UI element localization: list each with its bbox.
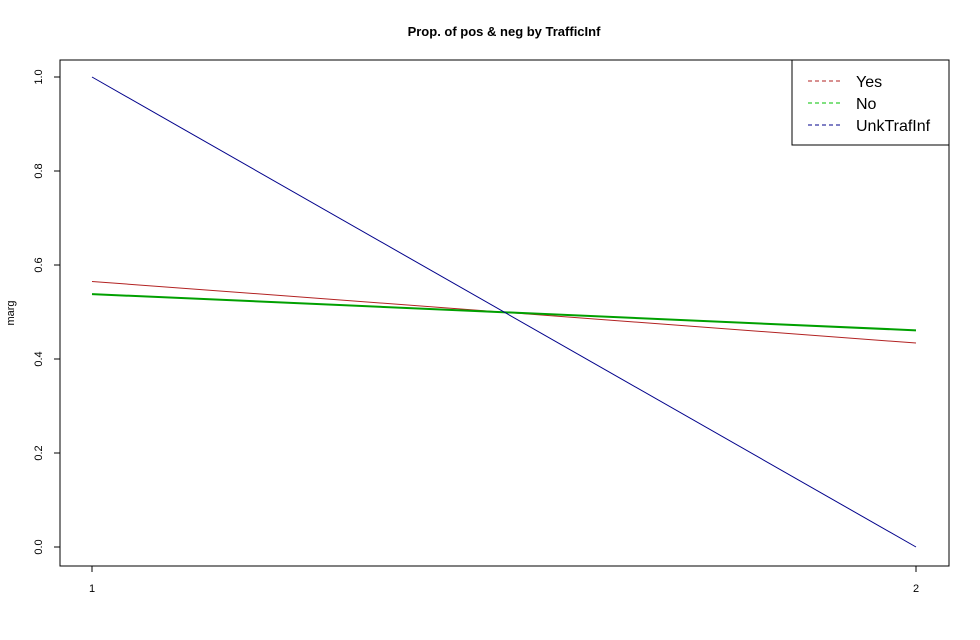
y-tick-label: 0.4 [33,351,45,366]
y-axis-label: marg [5,300,17,325]
y-tick-label: 0.2 [33,445,45,460]
y-tick-label: 0.8 [33,163,45,178]
legend-label-unktrafinf: UnkTrafInf [856,118,931,135]
series-line-unktrafinf [91,76,917,548]
x-tick-label: 1 [89,583,95,595]
axes: 1 2 0.0 0.2 0.4 0.6 0.8 1.0 [33,69,919,595]
y-tick-label: 1.0 [33,69,45,84]
x-tick-label: 2 [913,583,919,595]
y-tick-label: 0.6 [33,257,45,272]
y-tick-label: 0.0 [33,539,45,554]
chart-title: Prop. of pos & neg by TrafficInf [408,24,602,39]
legend-label-no: No [856,96,877,113]
series-layer [91,76,917,548]
legend: Yes No UnkTrafInf [791,59,950,146]
legend-label-yes: Yes [856,74,882,91]
